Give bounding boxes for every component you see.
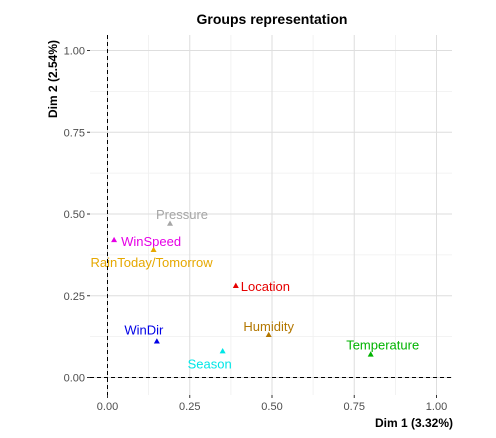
point-marker xyxy=(232,282,239,288)
point-label: RainToday/Tomorrow xyxy=(91,255,214,270)
point-marker xyxy=(150,246,157,252)
y-tick-label: 0.50 xyxy=(64,209,85,221)
chart-title: Groups representation xyxy=(197,11,348,27)
point-label: Season xyxy=(188,356,232,371)
x-tick-label: 1.00 xyxy=(426,401,447,413)
point-marker xyxy=(167,220,174,226)
y-tick-label: 0.75 xyxy=(64,127,85,139)
point-label: Temperature xyxy=(346,338,419,353)
x-axis-title: Dim 1 (3.32%) xyxy=(375,416,453,430)
reference-lines xyxy=(90,35,452,395)
point-marker xyxy=(367,351,374,357)
grid xyxy=(90,35,452,395)
point-marker xyxy=(153,338,160,344)
point-label: Location xyxy=(241,279,290,294)
x-tick-label: 0.00 xyxy=(97,401,118,413)
y-axis-title: Dim 2 (2.54%) xyxy=(46,40,60,118)
point-label: WinSpeed xyxy=(121,234,181,249)
x-tick-label: 0.50 xyxy=(261,401,282,413)
y-tick-label: 0.00 xyxy=(64,373,85,385)
axis-ticks: 0.00 0.25 0.50 0.75 1.00 0.00 0.25 0.50 0.75 1.00 xyxy=(64,46,448,414)
point-marker xyxy=(219,348,226,354)
point-label: Pressure xyxy=(156,207,208,222)
x-tick-label: 0.25 xyxy=(179,401,200,413)
points: Pressure WinSpeed RainToday/Tomorrow Locati… xyxy=(91,207,420,372)
point-label: WinDir xyxy=(124,323,164,338)
x-tick-label: 0.75 xyxy=(344,401,365,413)
y-tick-label: 0.25 xyxy=(64,291,85,303)
point-marker xyxy=(265,331,272,337)
point-marker xyxy=(111,236,118,243)
y-tick-label: 1.00 xyxy=(64,46,85,58)
point-label: Humidity xyxy=(243,319,294,334)
